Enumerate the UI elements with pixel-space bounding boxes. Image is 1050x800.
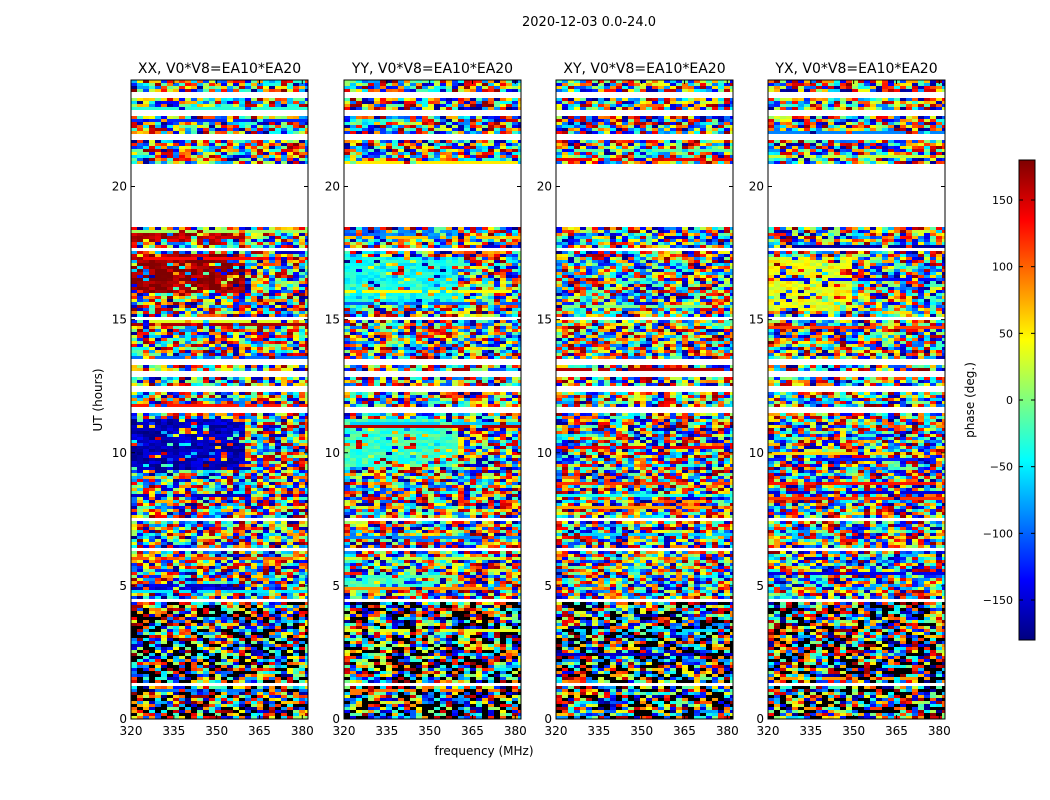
y-tick-label: 10 [112, 446, 127, 460]
x-axis-label: frequency (MHz) [434, 744, 533, 758]
y-tick-label: 5 [119, 579, 127, 593]
y-tick-label: 0 [544, 712, 552, 726]
y-tick-label: 20 [112, 180, 127, 194]
x-tick-label: 335 [375, 724, 398, 738]
figure-title: 2020-12-03 0.0-24.0 [522, 15, 656, 30]
colorbar-tick-label: −100 [983, 527, 1013, 540]
panel-title: XY, V0*V8=EA10*EA20 [563, 61, 725, 77]
y-tick-label: 20 [749, 180, 764, 194]
panel-frame [555, 79, 734, 720]
panel-frame [130, 79, 309, 720]
x-tick-label: 320 [545, 724, 568, 738]
y-tick-label: 15 [749, 313, 764, 327]
heatmap-cells [768, 80, 945, 719]
panels: XX, V0*V8=EA10*EA20 320 335 350 365 380 0 5 10 15… [112, 61, 951, 738]
panel-frame [343, 79, 522, 720]
y-tick-label: 5 [544, 579, 552, 593]
colorbar-label: phase (deg.) [963, 362, 977, 438]
panel-frame [767, 79, 946, 720]
y-tick-label: 15 [112, 313, 127, 327]
panel-2: YY, V0*V8=EA10*EA20 320 335 350 365 380 0 5 10 15… [325, 61, 527, 738]
y-tick-label: 0 [756, 712, 764, 726]
y-tick-label: 15 [325, 313, 340, 327]
colorbar: 150 100 50 0 −50 −100 −150 phase (deg.) [963, 159, 1036, 641]
x-tick-label: 320 [757, 724, 780, 738]
panel-title: YY, V0*V8=EA10*EA20 [351, 61, 513, 77]
x-tick-label: 320 [120, 724, 143, 738]
panel-3: XY, V0*V8=EA10*EA20 320 335 350 365 380 0 5 10 15… [537, 61, 739, 738]
heatmap-cells [556, 80, 733, 719]
y-tick-label: 10 [325, 446, 340, 460]
x-tick-label: 380 [928, 724, 951, 738]
y-tick-label: 20 [325, 180, 340, 194]
y-tick-label: 10 [749, 446, 764, 460]
colorbar-tick-label: 100 [992, 261, 1013, 274]
colorbar-tick-label: −50 [990, 461, 1013, 474]
panel-title: XX, V0*V8=EA10*EA20 [138, 61, 301, 77]
x-tick-label: 365 [885, 724, 908, 738]
panel-4: YX, V0*V8=EA10*EA20 320 335 350 365 380 0 5 10 15… [749, 61, 951, 738]
heatmap-cells [131, 80, 308, 719]
x-tick-label: 350 [418, 724, 441, 738]
y-tick-label: 20 [537, 180, 552, 194]
y-tick-label: 5 [332, 579, 340, 593]
x-tick-label: 365 [673, 724, 696, 738]
panel-title: YX, V0*V8=EA10*EA20 [774, 61, 937, 77]
x-tick-label: 380 [291, 724, 314, 738]
y-tick-label: 0 [119, 712, 127, 726]
x-tick-label: 335 [162, 724, 185, 738]
colorbar-tick-label: −150 [983, 594, 1013, 607]
colorbar-tick-label: 150 [992, 194, 1013, 207]
x-tick-label: 350 [842, 724, 865, 738]
x-tick-label: 380 [716, 724, 739, 738]
x-tick-label: 350 [630, 724, 653, 738]
x-tick-label: 350 [205, 724, 228, 738]
panel-1: XX, V0*V8=EA10*EA20 320 335 350 365 380 0 5 10 15… [112, 61, 314, 738]
y-tick-label: 10 [537, 446, 552, 460]
heatmap-cells [344, 80, 521, 719]
colorbar-tick-label: 50 [999, 327, 1013, 340]
x-tick-label: 365 [248, 724, 271, 738]
y-tick-label: 15 [537, 313, 552, 327]
x-tick-label: 320 [333, 724, 356, 738]
x-tick-label: 365 [461, 724, 484, 738]
colorbar-tick-label: 0 [1006, 394, 1013, 407]
x-tick-label: 335 [799, 724, 822, 738]
x-tick-label: 335 [587, 724, 610, 738]
y-tick-label: 5 [756, 579, 764, 593]
x-tick-label: 380 [504, 724, 527, 738]
y-axis-label: UT (hours) [91, 368, 105, 431]
y-tick-label: 0 [332, 712, 340, 726]
